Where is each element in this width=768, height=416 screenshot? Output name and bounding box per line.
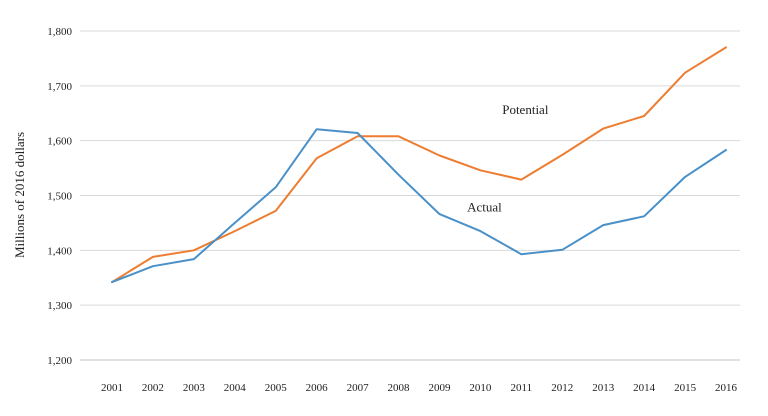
x-tick-label-2008: 2008	[388, 382, 411, 394]
x-tick-label-2014: 2014	[633, 382, 656, 394]
x-tick-label-2005: 2005	[265, 382, 288, 394]
x-tick-label-2012: 2012	[551, 382, 573, 394]
x-tick-label-2009: 2009	[428, 382, 451, 394]
x-tick-label-2015: 2015	[674, 382, 697, 394]
y-axis-ticks: 1,200 1,300 1,400 1,500 1,600 1,700 1,800	[47, 26, 72, 367]
series-line-potential	[111, 46, 727, 284]
series-lines	[111, 46, 727, 284]
x-tick-label-2003: 2003	[183, 382, 206, 394]
x-tick-label-2002: 2002	[142, 382, 164, 394]
y-tick-label-1400: 1,400	[47, 245, 72, 257]
gridlines	[80, 30, 740, 361]
x-tick-label-2013: 2013	[592, 382, 615, 394]
x-tick-label-2004: 2004	[224, 382, 247, 394]
series-label-potential: Potential	[502, 102, 549, 117]
x-tick-label-2007: 2007	[347, 382, 370, 394]
x-tick-label-2011: 2011	[511, 382, 533, 394]
x-tick-label-2016: 2016	[715, 382, 738, 394]
y-axis-label: Millions of 2016 dollars	[12, 132, 27, 258]
x-axis-ticks: 2001 2002 2003 2004 2005 2006 2007 2008 2009 2010…	[101, 382, 738, 394]
series-annotations: Potential Actual	[467, 102, 549, 215]
y-tick-label-1200: 1,200	[47, 355, 72, 367]
y-tick-label-1500: 1,500	[47, 191, 72, 203]
x-tick-label-2001: 2001	[101, 382, 123, 394]
x-tick-label-2006: 2006	[306, 382, 329, 394]
y-tick-label-1800: 1,800	[47, 26, 72, 38]
y-tick-label-1700: 1,700	[47, 81, 72, 93]
y-tick-label-1600: 1,600	[47, 136, 72, 148]
y-tick-label-1300: 1,300	[47, 300, 72, 312]
x-tick-label-2010: 2010	[469, 382, 492, 394]
series-line-actual	[111, 128, 727, 284]
series-label-actual: Actual	[467, 200, 502, 215]
